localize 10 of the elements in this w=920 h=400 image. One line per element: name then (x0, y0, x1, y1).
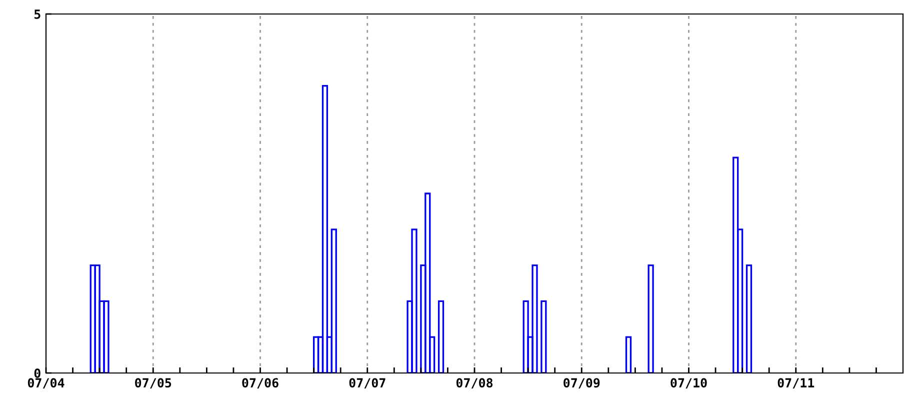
y-tick-label: 0 (34, 368, 40, 378)
x-tick-label: 07/07 (349, 378, 386, 389)
x-tick-label: 07/06 (242, 378, 278, 389)
x-tick-label: 07/08 (456, 378, 493, 389)
y-tick-label: 5 (34, 10, 40, 19)
x-tick-label: 07/05 (135, 378, 172, 389)
x-tick-label: 07/10 (670, 378, 707, 389)
x-tick-label: 07/11 (778, 378, 814, 389)
x-tick-label: 07/04 (28, 378, 64, 389)
x-tick-label: 07/09 (564, 378, 600, 389)
